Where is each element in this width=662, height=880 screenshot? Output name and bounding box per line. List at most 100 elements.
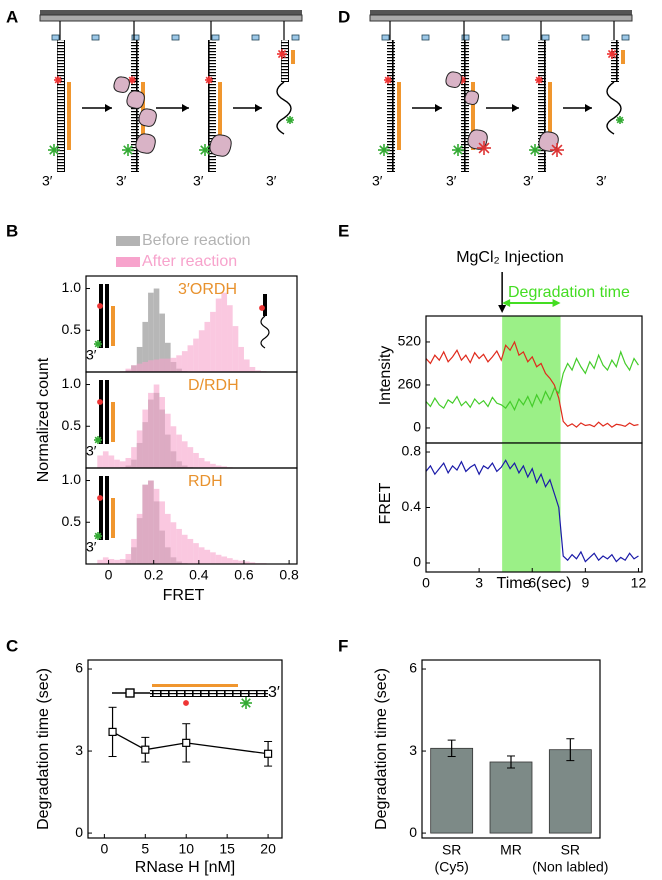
- x-tick-label: 5: [141, 841, 149, 857]
- histogram-bar: [125, 368, 132, 372]
- dye-star: [131, 76, 136, 81]
- histogram-bar: [243, 359, 250, 372]
- x-tick-label: 0.2: [144, 567, 164, 583]
- plot-frame: [85, 467, 298, 565]
- dye-star: [281, 49, 287, 55]
- surface-top: [370, 10, 632, 15]
- inset-rna: [111, 306, 115, 346]
- dye-star: [551, 144, 558, 151]
- dna-strand: [57, 40, 65, 172]
- legend-swatch: [116, 236, 140, 246]
- dye-star: [289, 116, 294, 121]
- histogram-bar: [159, 397, 165, 468]
- dye-star: [556, 144, 563, 151]
- histogram-bar: [187, 447, 194, 468]
- arrow-head: [105, 104, 112, 112]
- histogram-bar: [215, 465, 222, 468]
- histogram-bar: [193, 543, 199, 564]
- x-tick-label: 0: [100, 841, 108, 857]
- y-tick-label: 520: [398, 333, 422, 349]
- linker: [581, 34, 590, 41]
- histogram-bar: [148, 392, 154, 468]
- subplot-annotation: D/RDH: [188, 377, 239, 394]
- dye-star: [534, 145, 540, 151]
- y-tick-label: 0.4: [402, 498, 422, 514]
- x-tick-label: 0.6: [234, 567, 254, 583]
- y-axis-label: Intensity: [377, 346, 394, 406]
- dye-star: [57, 76, 62, 81]
- dna-strand: [208, 40, 216, 172]
- y-tick-label: 0.5: [62, 321, 82, 337]
- x-tick-label: 0.4: [189, 567, 209, 583]
- x-tick-label: (Non labled): [532, 859, 608, 875]
- dye-star: [208, 76, 213, 81]
- interval-arrow-head: [552, 299, 561, 307]
- histogram-bar: [153, 488, 160, 564]
- dna-strand: [611, 40, 619, 82]
- histogram-bar: [193, 452, 199, 468]
- arrow-head: [585, 104, 592, 112]
- dye-star: [99, 303, 103, 307]
- histogram-bar: [198, 457, 205, 468]
- histogram-bar: [215, 554, 222, 564]
- panel-label: A: [6, 7, 18, 26]
- histogram-bar: [193, 338, 199, 372]
- dye-star: [387, 76, 392, 81]
- histogram-bar: [227, 558, 233, 564]
- inset-rna: [111, 498, 115, 538]
- arrow-head: [182, 104, 189, 112]
- dna-strand: [281, 40, 289, 82]
- histogram-bar: [142, 409, 149, 468]
- bar: [489, 761, 533, 834]
- dye-star: [461, 76, 466, 81]
- inset-dna: [99, 476, 103, 540]
- dye-star: [245, 698, 251, 704]
- histogram-bar: [136, 513, 143, 564]
- marker: [182, 738, 191, 747]
- histogram-bar: [131, 538, 137, 564]
- data-line: [112, 731, 269, 755]
- linker: [621, 34, 630, 41]
- linker: [421, 34, 430, 41]
- protein: [135, 133, 156, 154]
- plot-frame: [421, 659, 601, 839]
- histogram-bar: [136, 430, 143, 468]
- panel-label: E: [338, 221, 349, 240]
- histogram-bar: [108, 558, 115, 564]
- histogram-bar: [97, 559, 103, 564]
- x-tick-label: MR: [500, 842, 522, 858]
- marker: [263, 749, 273, 758]
- legend-swatch: [116, 257, 140, 267]
- linker: [251, 34, 260, 41]
- linker: [291, 34, 300, 41]
- histogram-bar: [170, 522, 177, 564]
- linker: [461, 34, 470, 41]
- histogram-bar: [249, 366, 256, 372]
- histogram-bar: [153, 384, 160, 468]
- linker: [381, 34, 390, 41]
- x-tick-label: (Cy5): [435, 859, 469, 875]
- y-tick-label: 1.0: [62, 375, 82, 391]
- histogram-bar: [142, 321, 149, 372]
- dna-strand: [461, 40, 469, 172]
- dye-star: [383, 145, 389, 151]
- y-tick-label: 0.8: [402, 443, 422, 459]
- x-tick-label: 0: [105, 567, 113, 583]
- histogram-bar: [136, 363, 143, 372]
- histogram-bar: [119, 558, 126, 564]
- inset-linker: [125, 688, 135, 698]
- histogram-bar: [243, 561, 250, 564]
- injection-arrow-head: [498, 305, 507, 313]
- dye-star: [204, 145, 210, 151]
- linker: [211, 34, 220, 41]
- y-tick-label: 6: [75, 660, 83, 676]
- histogram-bar: [204, 321, 211, 372]
- x-axis-label: FRET: [163, 587, 205, 604]
- panel-label: C: [6, 636, 18, 655]
- y-tick-label: 0.5: [62, 513, 82, 529]
- inset-rna: [111, 402, 115, 442]
- inset-dna: [105, 476, 109, 540]
- rna-strand: [218, 82, 222, 150]
- y-tick-label: 0: [413, 554, 421, 570]
